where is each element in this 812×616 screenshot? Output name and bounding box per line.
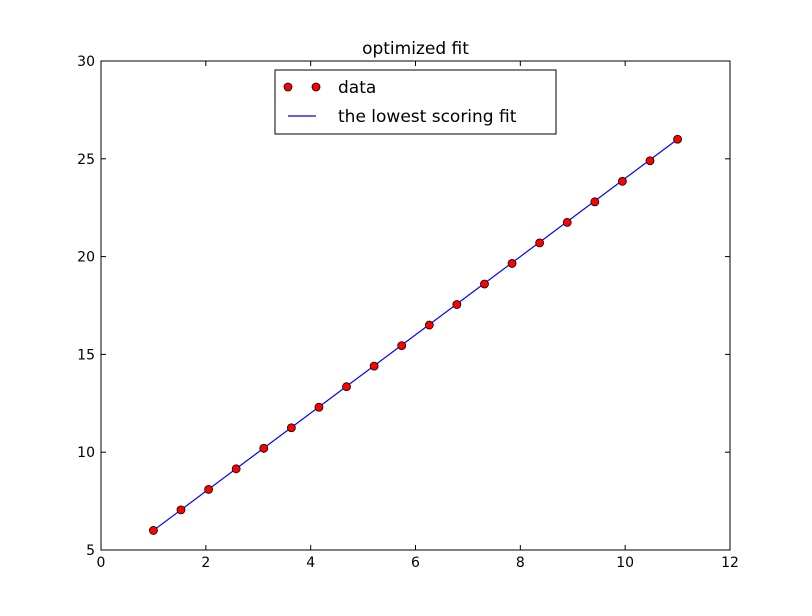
legend-data-marker — [311, 82, 321, 92]
data-point — [259, 443, 269, 453]
data-point — [397, 341, 407, 350]
x-tick-label: 10 — [616, 555, 634, 571]
data-point — [424, 320, 434, 330]
data-point — [480, 279, 489, 289]
x-tick-label: 4 — [306, 555, 315, 571]
legend-label-data: data — [338, 78, 376, 98]
legend: data the lowest scoring fit — [274, 69, 557, 135]
legend-box — [274, 69, 557, 135]
data-point — [231, 464, 241, 474]
data-point — [369, 361, 379, 371]
data-point — [507, 259, 517, 268]
chart-title: optimized fit — [362, 39, 469, 59]
data-point — [535, 238, 545, 248]
y-tick-label: 20 — [77, 250, 95, 266]
y-tick-label: 25 — [77, 152, 95, 168]
fit-line — [153, 138, 678, 531]
plot-area: 0 2 4 6 8 10 12 5 10 15 20 25 30 — [77, 54, 739, 571]
data-point — [314, 402, 324, 412]
x-tick-label: 12 — [721, 555, 739, 571]
data-point — [673, 134, 682, 144]
x-tick-label: 0 — [97, 555, 106, 571]
data-point — [149, 526, 158, 535]
data-point — [286, 423, 296, 433]
y-tick-label: 10 — [77, 445, 95, 461]
x-tick-label: 2 — [201, 555, 210, 571]
data-point — [562, 217, 572, 227]
data-point — [176, 505, 186, 515]
legend-label-fit: the lowest scoring fit — [338, 107, 517, 127]
data-point — [204, 484, 214, 494]
y-tick-label: 5 — [86, 543, 95, 559]
data-point — [452, 300, 462, 309]
legend-data-marker — [283, 82, 293, 92]
x-tick-label: 6 — [411, 555, 420, 571]
y-tick-label: 15 — [77, 347, 95, 363]
data-point — [590, 197, 600, 207]
x-tick-label: 8 — [516, 555, 525, 571]
data-point — [617, 176, 627, 186]
data-point — [645, 156, 655, 166]
y-tick-label: 30 — [77, 54, 95, 70]
data-point — [342, 382, 351, 392]
